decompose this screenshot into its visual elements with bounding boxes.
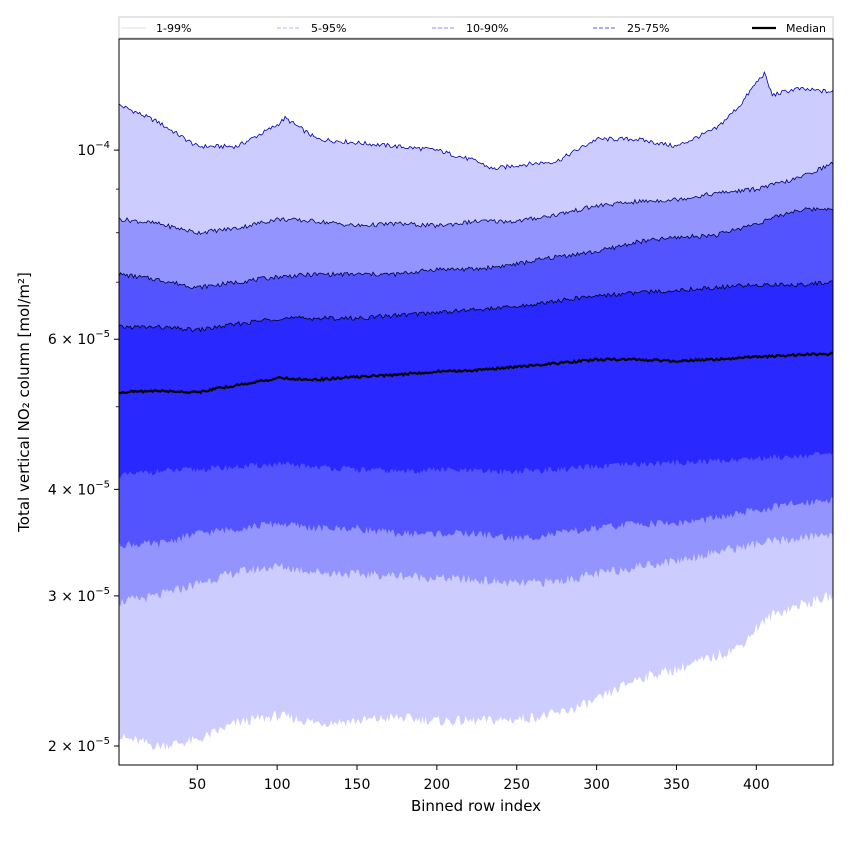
band-upper-line-25-75% xyxy=(119,280,833,333)
legend-box xyxy=(118,16,834,39)
legend-label: 1-99% xyxy=(156,22,191,35)
y-axis: 2 × 10−5 3 × 10−5 4 × 10−5 6 × 10−5 10−4 xyxy=(48,140,119,755)
x-tick-label: 250 xyxy=(503,777,530,793)
legend-label: 5-95% xyxy=(311,22,346,35)
legend: 1-99% 5-95% 10-90% 25-75% Median xyxy=(118,16,834,39)
plot-frame xyxy=(118,38,834,766)
y-tick-label: 10−4 xyxy=(77,140,110,159)
series-lines xyxy=(119,70,833,395)
y-tick-label: 6 × 10−5 xyxy=(48,329,110,348)
x-tick-label: 200 xyxy=(423,777,450,793)
band-upper-line-10-90% xyxy=(119,206,833,290)
y-tick-label: 4 × 10−5 xyxy=(48,479,110,498)
x-tick-label: 400 xyxy=(743,777,770,793)
median-line xyxy=(119,351,833,395)
percentile-bands xyxy=(119,72,833,751)
y-tick-label: 2 × 10−5 xyxy=(48,736,110,755)
legend-label: 25-75% xyxy=(627,22,669,35)
x-tick-label: 100 xyxy=(264,777,291,793)
band-upper-line-1-99% xyxy=(119,70,833,171)
x-tick-label: 150 xyxy=(344,777,371,793)
x-tick-label: 350 xyxy=(663,777,690,793)
x-axis: 50 100 150 200 250 300 350 400 xyxy=(188,765,770,793)
x-axis-label: Binned row index xyxy=(411,797,541,815)
x-tick-label: 300 xyxy=(583,777,610,793)
y-axis-label: Total vertical NO₂ column [mol/m²] xyxy=(15,272,33,533)
band-25-75% xyxy=(119,280,833,479)
y-tick-label: 3 × 10−5 xyxy=(48,586,110,605)
x-tick-label: 50 xyxy=(188,777,206,793)
legend-label: 10-90% xyxy=(466,22,508,35)
legend-label: Median xyxy=(786,22,826,35)
band-upper-line-5-95% xyxy=(119,161,833,236)
